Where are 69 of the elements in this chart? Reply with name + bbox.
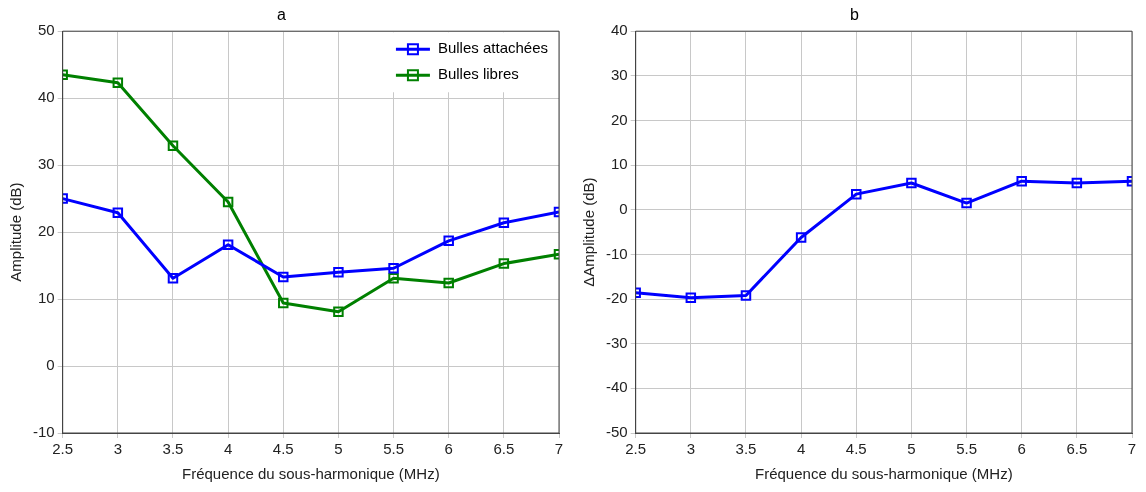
y-tick-label: 20 xyxy=(37,222,55,240)
point xyxy=(851,188,862,200)
y-tick-label: 10 xyxy=(37,289,55,307)
y-tick-label: -40 xyxy=(605,378,628,396)
point xyxy=(498,258,510,269)
point xyxy=(740,290,752,301)
y-tick-label: 0 xyxy=(46,356,55,374)
point xyxy=(795,232,807,243)
y-tick-label: 40 xyxy=(610,21,628,39)
x-tick-label: 2.5 xyxy=(52,440,74,458)
point xyxy=(685,292,697,303)
chart-title: b xyxy=(850,6,860,24)
point xyxy=(1016,175,1027,187)
legend-label: Bulles libres xyxy=(437,65,519,83)
x-tick-label: 5 xyxy=(334,440,343,458)
x-tick-label: 5 xyxy=(907,440,916,458)
y-tick-label: -10 xyxy=(32,423,55,441)
y-axis-title: Amplitude (dB) xyxy=(7,182,25,282)
point xyxy=(498,217,510,228)
x-tick-label: 4.5 xyxy=(845,440,867,458)
y-tick-label: 30 xyxy=(610,65,628,83)
x-tick-label: 6.5 xyxy=(493,440,515,458)
x-tick-label: 4.5 xyxy=(272,440,294,458)
point xyxy=(278,297,289,309)
point xyxy=(388,273,399,284)
x-tick-label: 3.5 xyxy=(162,440,184,458)
y-tick-label: 0 xyxy=(619,199,628,217)
x-tick-label: 3.5 xyxy=(735,440,757,458)
x-axis-title: Fréquence du sous-harmonique (MHz) xyxy=(755,465,1013,483)
legend-label: Bulles attachées xyxy=(437,39,549,57)
point xyxy=(278,271,289,283)
point xyxy=(388,263,399,274)
x-tick-label: 6 xyxy=(444,440,453,458)
x-tick-label: 5.5 xyxy=(956,440,977,458)
x-axis-title: Fréquence du sous-harmonique (MHz) xyxy=(182,465,440,483)
point xyxy=(112,207,124,218)
y-tick-label: 50 xyxy=(37,21,55,39)
y-tick-label: -30 xyxy=(605,333,628,351)
y-tick-label: -20 xyxy=(605,289,628,307)
point xyxy=(961,197,972,209)
y-tick-label: 30 xyxy=(37,155,55,173)
x-tick-label: 3 xyxy=(686,440,695,458)
point xyxy=(112,77,124,89)
point xyxy=(222,196,234,208)
y-tick-label: 10 xyxy=(610,155,628,173)
point xyxy=(333,306,344,318)
x-tick-label: 6 xyxy=(1017,440,1026,458)
y-tick-label: 20 xyxy=(610,110,628,128)
y-tick-label: 40 xyxy=(37,88,55,106)
x-tick-label: 6.5 xyxy=(1066,440,1088,458)
x-tick-label: 4 xyxy=(223,440,233,458)
y-tick-label: -10 xyxy=(605,244,628,262)
point xyxy=(333,267,344,278)
point xyxy=(906,177,917,189)
x-tick-label: 3 xyxy=(113,440,122,458)
x-tick-label: 4 xyxy=(796,440,806,458)
x-tick-label: 5.5 xyxy=(383,440,404,458)
point xyxy=(1071,177,1083,189)
point xyxy=(167,273,179,284)
y-axis-title: ΔAmplitude (dB) xyxy=(580,177,598,287)
x-tick-label: 7 xyxy=(1127,440,1137,458)
y-tick-label: -50 xyxy=(605,423,628,441)
x-tick-label: 7 xyxy=(554,440,564,458)
point xyxy=(443,277,454,289)
point xyxy=(443,235,454,247)
chart-title: a xyxy=(277,6,287,24)
point xyxy=(167,140,179,151)
x-tick-label: 2.5 xyxy=(625,440,647,458)
point xyxy=(222,239,234,251)
